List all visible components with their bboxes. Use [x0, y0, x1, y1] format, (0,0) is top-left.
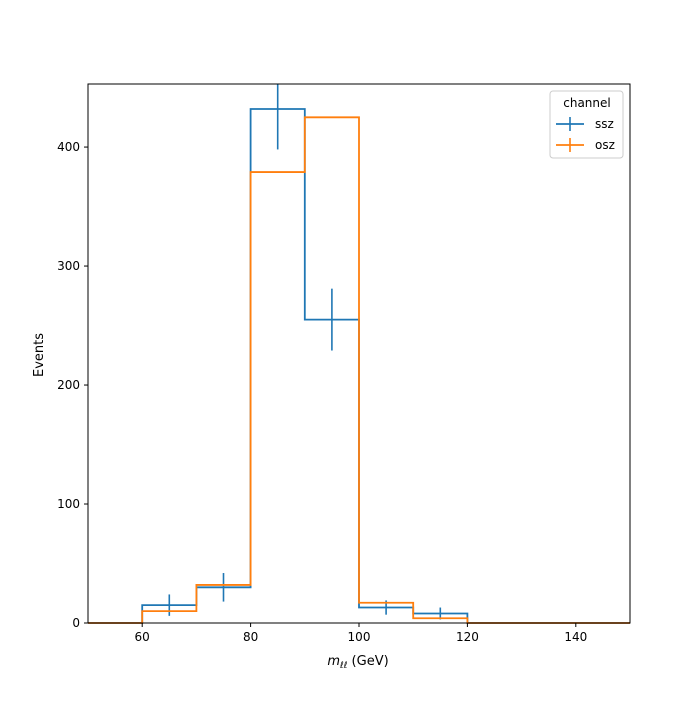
legend-title: channel — [563, 96, 610, 110]
legend-entry-ssz: ssz — [556, 117, 614, 131]
legend-label: ssz — [595, 117, 614, 131]
x-tick-label: 80 — [243, 630, 258, 644]
legend: channel ssz osz — [549, 90, 624, 159]
x-tick-label: 60 — [135, 630, 150, 644]
y-tick-label: 0 — [72, 616, 80, 630]
y-tick-label: 100 — [57, 497, 80, 511]
x-tick-label: 120 — [456, 630, 479, 644]
legend-box — [549, 90, 624, 159]
y-tick-label: 300 — [57, 259, 80, 273]
axes-layer: 60 80 100 120 140 0 100 200 300 400 — [57, 83, 631, 644]
y-tick-label: 400 — [57, 140, 80, 154]
x-tick-label: 100 — [348, 630, 371, 644]
x-tick-label: 140 — [564, 630, 587, 644]
legend-entry-osz: osz — [556, 138, 615, 152]
y-tick-label: 200 — [57, 378, 80, 392]
x-axis-label: mℓℓ (GeV) — [327, 654, 388, 671]
y-axis-label: Events — [32, 333, 47, 377]
legend-label: osz — [595, 138, 615, 152]
legend-entries: ssz osz — [556, 117, 615, 152]
